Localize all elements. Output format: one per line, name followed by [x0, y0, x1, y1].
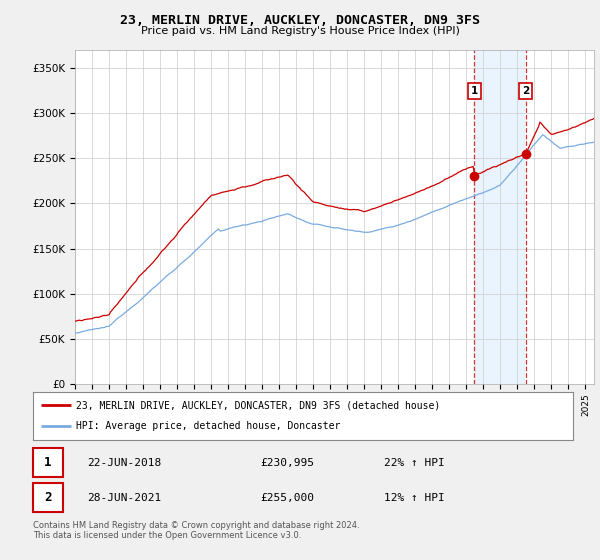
Text: HPI: Average price, detached house, Doncaster: HPI: Average price, detached house, Donc… [76, 421, 341, 431]
Text: Price paid vs. HM Land Registry's House Price Index (HPI): Price paid vs. HM Land Registry's House … [140, 26, 460, 36]
Text: Contains HM Land Registry data © Crown copyright and database right 2024.: Contains HM Land Registry data © Crown c… [33, 521, 359, 530]
Text: 1: 1 [44, 456, 52, 469]
Text: £255,000: £255,000 [260, 493, 314, 503]
Text: 1: 1 [471, 86, 478, 96]
Text: 22% ↑ HPI: 22% ↑ HPI [384, 458, 445, 468]
Text: 23, MERLIN DRIVE, AUCKLEY, DONCASTER, DN9 3FS (detached house): 23, MERLIN DRIVE, AUCKLEY, DONCASTER, DN… [76, 400, 440, 410]
FancyBboxPatch shape [33, 448, 63, 477]
Text: 22-JUN-2018: 22-JUN-2018 [87, 458, 161, 468]
Text: 2: 2 [522, 86, 529, 96]
Text: 12% ↑ HPI: 12% ↑ HPI [384, 493, 445, 503]
Text: 2: 2 [44, 491, 52, 505]
Text: This data is licensed under the Open Government Licence v3.0.: This data is licensed under the Open Gov… [33, 531, 301, 540]
Text: 23, MERLIN DRIVE, AUCKLEY, DONCASTER, DN9 3FS: 23, MERLIN DRIVE, AUCKLEY, DONCASTER, DN… [120, 14, 480, 27]
Text: £230,995: £230,995 [260, 458, 314, 468]
FancyBboxPatch shape [33, 483, 63, 512]
Text: 28-JUN-2021: 28-JUN-2021 [87, 493, 161, 503]
